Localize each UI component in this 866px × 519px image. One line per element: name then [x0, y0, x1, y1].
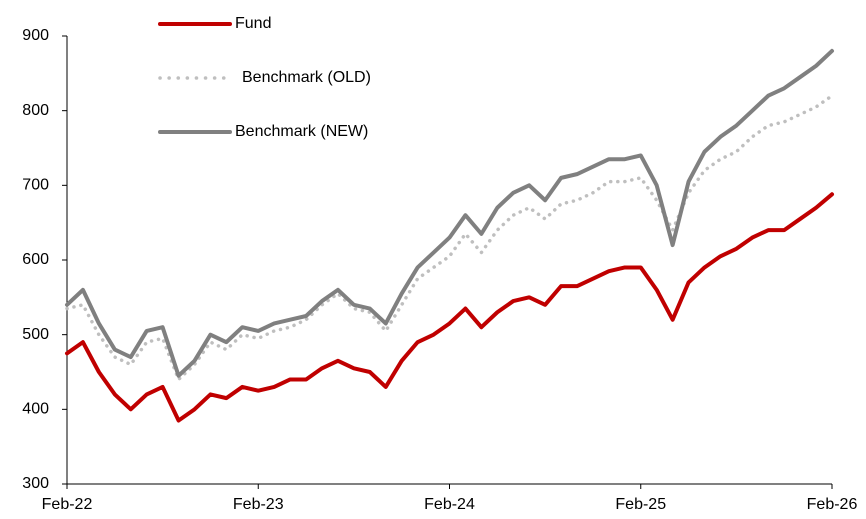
series-line: [65, 192, 834, 423]
y-tick-label: 900: [22, 27, 49, 44]
y-tick-label: 600: [22, 251, 49, 268]
series-line: [65, 48, 834, 378]
x-tick-label: Feb-25: [615, 496, 666, 513]
x-tick-label: Feb-24: [424, 496, 475, 513]
series-line: [65, 93, 834, 382]
x-tick-label: Feb-23: [233, 496, 284, 513]
legend-label: Benchmark (NEW): [235, 123, 368, 140]
y-tick-label: 500: [22, 326, 49, 343]
y-tick-label: 800: [22, 102, 49, 119]
x-tick-label: Feb-22: [42, 496, 93, 513]
y-tick-label: 700: [22, 177, 49, 194]
legend-label: Fund: [235, 15, 271, 32]
x-tick-label: Feb-26: [807, 496, 858, 513]
legend-label: Benchmark (OLD): [242, 69, 371, 86]
y-tick-label: 400: [22, 401, 49, 418]
y-tick-label: 300: [22, 475, 49, 492]
